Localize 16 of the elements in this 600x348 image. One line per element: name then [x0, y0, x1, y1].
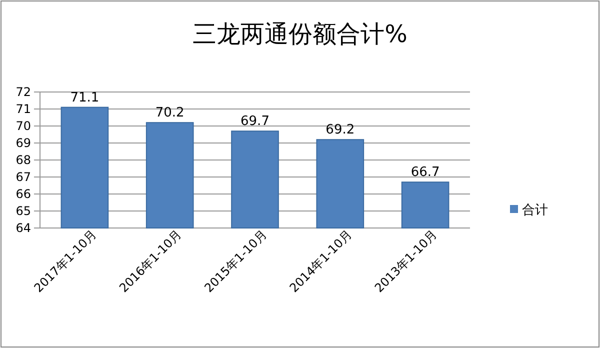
chart-title: 三龙两通份额合计%: [192, 20, 408, 48]
legend-label: 合计: [522, 203, 548, 218]
data-label: 71.1: [70, 90, 100, 106]
data-label: 70.2: [155, 106, 184, 121]
y-tick-label: 64: [16, 220, 31, 235]
y-tick-label: 69: [16, 136, 31, 150]
y-tick-label: 71: [16, 102, 31, 116]
y-tick-label: 68: [16, 152, 31, 167]
y-tick-label: 72: [16, 84, 31, 99]
y-tick-label: 65: [16, 204, 31, 218]
data-label: 69.7: [240, 114, 270, 130]
data-label: 69.2: [326, 122, 355, 138]
y-tick-label: 70: [16, 118, 31, 133]
y-tick-label: 67: [16, 170, 31, 184]
y-tick-label: 66: [16, 186, 31, 201]
data-label: 66.7: [410, 165, 440, 180]
